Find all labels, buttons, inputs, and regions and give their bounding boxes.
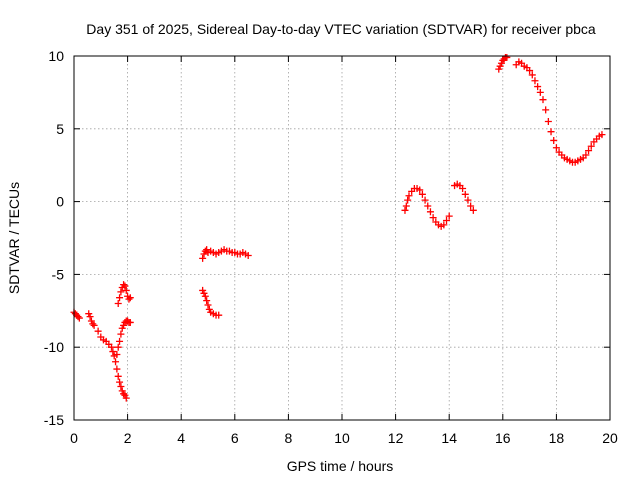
data-point — [587, 142, 595, 150]
data-point — [424, 202, 432, 210]
data-point — [114, 300, 122, 308]
x-tick-label: 14 — [441, 430, 457, 446]
data-point — [402, 202, 410, 210]
data-point — [204, 301, 212, 309]
data-point — [122, 286, 130, 294]
data-point — [585, 147, 593, 155]
data-point — [416, 186, 424, 194]
data-point — [404, 196, 412, 204]
data-point — [116, 378, 124, 386]
data-point — [405, 192, 413, 200]
data-point — [429, 214, 437, 222]
y-tick-label: 5 — [56, 121, 64, 137]
data-point — [126, 294, 134, 302]
tick-labels: 0 2 4 6 8 10 12 14 16 18 20 -15 -10 -5 0 5 10 — [44, 48, 618, 446]
data-point — [426, 208, 434, 216]
x-tick-label: 16 — [495, 430, 511, 446]
data-point — [113, 365, 121, 373]
data-point — [121, 282, 129, 290]
data-point — [120, 281, 128, 289]
data-point — [531, 77, 539, 85]
plot-frame — [73, 55, 611, 421]
data-point — [113, 350, 121, 358]
data-point — [598, 131, 606, 139]
x-tick-label: 6 — [231, 430, 239, 446]
data-point — [461, 190, 469, 198]
x-tick-label: 18 — [549, 430, 565, 446]
data-point — [90, 321, 98, 329]
data-point — [117, 330, 125, 338]
data-point — [75, 314, 83, 322]
x-tick-label: 2 — [124, 430, 132, 446]
x-tick-label: 4 — [177, 430, 185, 446]
x-tick-label: 0 — [70, 430, 78, 446]
data-point — [114, 343, 122, 351]
data-point — [120, 390, 128, 398]
data-point — [199, 254, 207, 262]
data-point — [445, 212, 453, 220]
y-axis-label: SDTVAR / TECUs — [6, 182, 22, 294]
data-point — [117, 383, 125, 391]
data-point — [542, 106, 550, 114]
data-points — [70, 53, 606, 402]
chart-title: Day 351 of 2025, Sidereal Day-to-day VTE… — [86, 21, 596, 37]
data-point — [534, 83, 542, 91]
data-point — [116, 294, 124, 302]
data-point — [443, 217, 451, 225]
x-tick-label: 10 — [334, 430, 350, 446]
data-point — [109, 348, 117, 356]
y-tick-label: -10 — [44, 339, 64, 355]
data-point — [244, 251, 252, 259]
data-point — [459, 184, 467, 192]
data-point — [215, 311, 223, 319]
data-point — [526, 67, 534, 75]
x-tick-label: 12 — [388, 430, 404, 446]
data-point — [112, 358, 120, 366]
data-point — [126, 318, 134, 326]
data-point — [89, 320, 97, 328]
x-axis-label: GPS time / hours — [287, 458, 394, 474]
data-point — [440, 221, 448, 229]
data-point — [421, 196, 429, 204]
data-point — [544, 118, 552, 126]
data-point — [536, 88, 544, 96]
x-tick-label: 20 — [602, 430, 618, 446]
data-point — [418, 190, 426, 198]
data-point — [125, 295, 133, 303]
data-point — [122, 394, 130, 402]
data-point — [550, 136, 558, 144]
y-tick-label: 0 — [56, 194, 64, 210]
y-tick-label: -15 — [44, 412, 64, 428]
data-point — [528, 71, 536, 79]
data-point — [401, 206, 409, 214]
y-tick-label: -5 — [52, 266, 65, 282]
data-point — [116, 337, 124, 345]
data-point — [464, 196, 472, 204]
grid-lines — [74, 56, 610, 420]
data-point — [547, 128, 555, 136]
data-point — [94, 327, 102, 335]
data-point — [203, 297, 211, 305]
y-tick-label: 10 — [48, 48, 64, 64]
x-tick-label: 8 — [285, 430, 293, 446]
data-point — [467, 202, 475, 210]
data-point — [552, 144, 560, 152]
data-point — [114, 372, 122, 380]
data-point — [539, 96, 547, 104]
data-point — [201, 292, 209, 300]
data-point — [582, 151, 590, 159]
data-point — [469, 206, 477, 214]
data-point — [503, 53, 511, 61]
data-point — [108, 343, 116, 351]
data-point — [117, 288, 125, 296]
data-point — [74, 313, 82, 321]
data-point — [86, 313, 94, 321]
